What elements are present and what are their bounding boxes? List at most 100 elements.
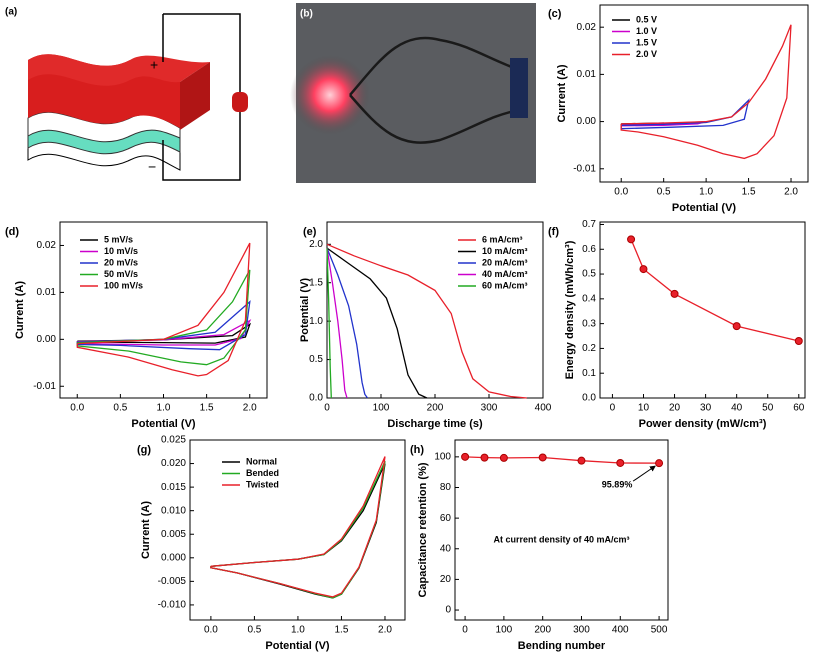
x-axis-label: Potential (V) — [672, 202, 737, 214]
panel-label: (e) — [303, 226, 317, 238]
data-point — [538, 453, 547, 462]
data-point — [627, 235, 636, 244]
y-tick-label: 20 — [440, 574, 452, 585]
x-axis-label: Discharge time (s) — [387, 418, 483, 430]
legend-label: 10 mA/cm³ — [482, 246, 528, 256]
x-tick-label: 0 — [324, 403, 330, 414]
legend-label: Twisted — [246, 479, 279, 489]
x-axis-label: Potential (V) — [131, 418, 196, 430]
y-tick-label: -0.010 — [158, 600, 187, 611]
x-tick-label: 0.5 — [247, 625, 261, 636]
x-tick-label: 400 — [612, 625, 629, 636]
plot-frame — [59, 221, 268, 399]
y-tick-label: 0.0 — [309, 393, 323, 404]
data-line — [210, 460, 386, 599]
x-tick-label: 0 — [462, 625, 468, 636]
x-tick-label: 1.5 — [335, 625, 349, 636]
panel-label: (h) — [410, 444, 424, 456]
x-tick-label: 200 — [427, 403, 444, 414]
y-tick-label: 0.01 — [577, 69, 597, 80]
y-axis-label: Current (A) — [556, 64, 568, 122]
x-tick-label: 0.5 — [657, 187, 671, 198]
legend-label: 0.5 V — [636, 14, 657, 24]
y-tick-label: 0 — [445, 605, 451, 616]
y-tick-label: 40 — [440, 543, 452, 554]
y-tick-label: 0.010 — [161, 505, 186, 516]
y-tick-label: 0.02 — [577, 22, 597, 33]
y-tick-label: 0.015 — [161, 482, 186, 493]
minus-sign: − — [148, 159, 156, 175]
annotation: 95.89% — [602, 480, 633, 490]
x-tick-label: 100 — [496, 625, 513, 636]
led-photo — [290, 3, 536, 183]
y-tick-label: 2.0 — [309, 239, 323, 250]
panel-label: (c) — [548, 8, 562, 20]
y-tick-label: 0.020 — [161, 458, 186, 469]
y-tick-label: 0.02 — [37, 240, 57, 251]
legend-label: 100 mV/s — [104, 280, 143, 290]
y-tick-label: 100 — [434, 451, 451, 462]
x-axis-label: Potential (V) — [265, 640, 330, 652]
data-line — [76, 319, 252, 346]
legend-label: 5 mV/s — [104, 234, 133, 244]
data-point — [794, 336, 803, 345]
data-line — [326, 247, 348, 399]
legend-label: Bended — [246, 468, 279, 478]
x-tick-label: 1.0 — [291, 625, 305, 636]
x-tick-label: 0.0 — [614, 187, 628, 198]
y-tick-label: 1.0 — [309, 316, 323, 327]
y-tick-label: 0.00 — [37, 334, 57, 345]
x-tick-label: 500 — [651, 625, 668, 636]
legend-label: 10 mV/s — [104, 246, 138, 256]
x-tick-label: 0.5 — [113, 403, 127, 414]
plot-frame — [599, 4, 809, 183]
y-axis-label: Potential (V) — [299, 278, 311, 343]
legend-label: 1.0 V — [636, 26, 657, 36]
panel-label: (b) — [300, 9, 313, 20]
x-axis-label: Bending number — [518, 640, 606, 652]
x-tick-label: 50 — [762, 403, 774, 414]
x-tick-label: 0.0 — [70, 403, 84, 414]
y-tick-label: 0.5 — [582, 269, 596, 280]
y-tick-label: 0.2 — [582, 343, 596, 354]
x-tick-label: 200 — [534, 625, 551, 636]
data-line — [630, 239, 799, 342]
x-axis-label: Power density (mW/cm³) — [639, 418, 767, 430]
x-tick-label: 300 — [573, 625, 590, 636]
y-tick-label: 0.005 — [161, 529, 186, 540]
plus-sign: + — [150, 57, 158, 73]
data-point — [461, 452, 470, 461]
panel-label: (g) — [137, 444, 151, 456]
x-tick-label: 2.0 — [784, 187, 798, 198]
y-tick-label: 0.4 — [582, 293, 596, 304]
y-tick-label: -0.005 — [158, 576, 187, 587]
y-axis-label: Current (A) — [14, 281, 26, 339]
x-tick-label: 60 — [793, 403, 805, 414]
data-line — [326, 243, 527, 399]
data-point — [577, 456, 586, 465]
y-tick-label: 60 — [440, 513, 452, 524]
y-tick-label: 0.00 — [577, 116, 597, 127]
y-tick-label: 0.0 — [582, 393, 596, 404]
y-axis-label: Current (A) — [140, 501, 152, 559]
y-tick-label: 1.5 — [309, 277, 323, 288]
data-line — [326, 247, 369, 399]
legend-label: 60 mA/cm³ — [482, 280, 528, 290]
x-tick-label: 2.0 — [243, 403, 257, 414]
x-tick-label: 2.0 — [378, 625, 392, 636]
data-point — [616, 458, 625, 467]
x-tick-label: 300 — [481, 403, 498, 414]
data-line — [76, 300, 251, 351]
x-tick-label: 0 — [610, 403, 616, 414]
y-tick-label: -0.01 — [573, 163, 596, 174]
plot-frame — [599, 221, 806, 399]
x-tick-label: 0.0 — [204, 625, 218, 636]
legend-label: 1.5 V — [636, 37, 657, 47]
data-line — [210, 456, 386, 598]
data-line — [326, 248, 332, 399]
y-axis-label: Capacitance retention (%) — [417, 462, 429, 597]
y-tick-label: 0.000 — [161, 552, 186, 563]
data-line — [76, 242, 251, 377]
data-point — [639, 265, 648, 274]
x-tick-label: 1.5 — [200, 403, 214, 414]
